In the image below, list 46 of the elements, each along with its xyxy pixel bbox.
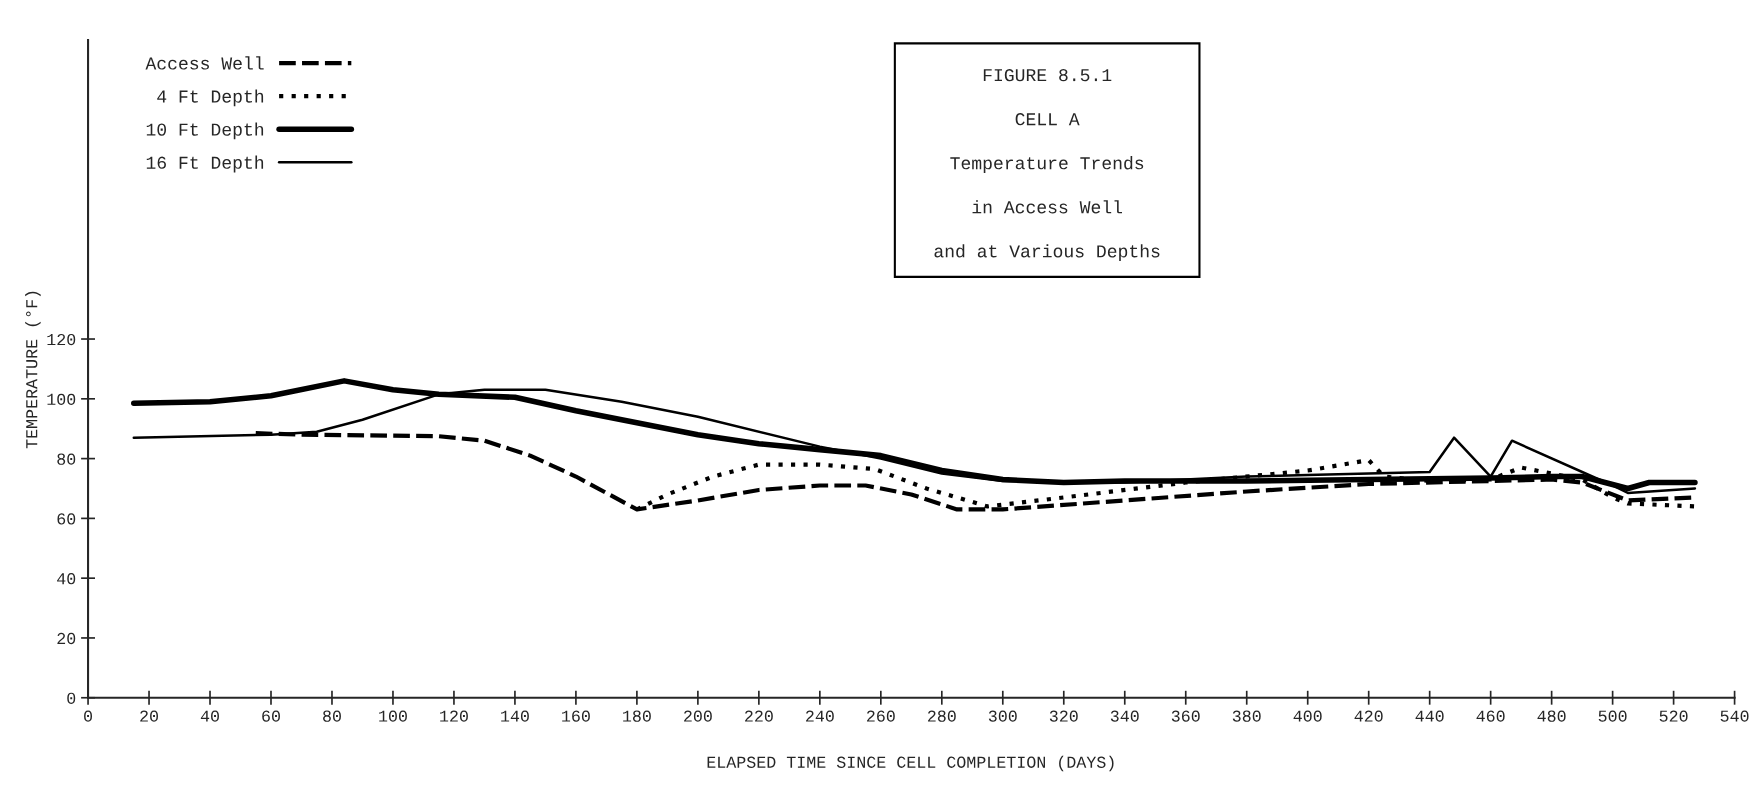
x-tick-label: 180	[623, 710, 651, 722]
x-tick-label: 420	[1354, 710, 1383, 722]
x-tick-label: 500	[1598, 710, 1627, 722]
y-tick-label: 120	[47, 333, 76, 346]
x-tick-label: 100	[379, 710, 407, 722]
y-tick-label: 40	[57, 573, 76, 585]
x-tick-label: 320	[1049, 710, 1078, 722]
x-axis-title: ELAPSED TIME SINCE CELL COMPLETION (DAYS)	[707, 755, 1114, 772]
legend-label: 16 Ft Depth	[146, 155, 264, 173]
y-tick-label: 20	[57, 632, 76, 645]
legend-label: 4 Ft Depth	[157, 89, 264, 107]
x-tick-label: 520	[1659, 710, 1688, 722]
x-tick-label: 120	[440, 710, 468, 722]
x-tick-label: 540	[1720, 710, 1749, 722]
x-tick-label: 220	[745, 710, 773, 722]
x-tick-label: 400	[1293, 710, 1322, 722]
annotation: in Access Well	[972, 200, 1122, 214]
y-axis-title: TEMPERATURE (°F)	[25, 291, 41, 449]
x-tick-label: 480	[1537, 710, 1566, 722]
x-tick-label: 340	[1110, 710, 1139, 722]
x-tick-label: 440	[1415, 710, 1444, 722]
x-tick-label: 20	[140, 710, 159, 722]
text: CELL A	[1015, 113, 1080, 126]
y-tick-label: 80	[57, 453, 76, 465]
text: FIGURE 8.5.1	[983, 69, 1112, 82]
x-tick-label: 240	[806, 710, 834, 722]
annotation: Temperature Trends	[950, 156, 1144, 173]
x-tick-label: 40	[200, 710, 219, 722]
x-tick-label: 380	[1232, 710, 1261, 722]
y-tick-label: 0	[67, 692, 76, 704]
x-tick-label: 60	[262, 710, 280, 722]
x-tick-label: 0	[84, 710, 93, 722]
legend-label: Access Well	[145, 56, 264, 70]
x-tick-label: 360	[1171, 710, 1200, 722]
legend-label: 10 Ft Depth	[146, 122, 264, 140]
x-tick-label: 260	[866, 710, 895, 722]
annotation: and at Various Depths	[934, 244, 1160, 262]
y-tick-label: 60	[57, 513, 76, 525]
x-tick-label: 140	[501, 710, 529, 722]
x-tick-label: 460	[1476, 710, 1505, 722]
x-tick-label: 300	[988, 710, 1017, 722]
y-tick-label: 100	[47, 393, 76, 406]
x-tick-label: 280	[927, 710, 956, 722]
x-tick-label: 160	[562, 710, 590, 722]
x-tick-label: 200	[684, 710, 712, 722]
x-tick-label: 80	[323, 710, 341, 722]
